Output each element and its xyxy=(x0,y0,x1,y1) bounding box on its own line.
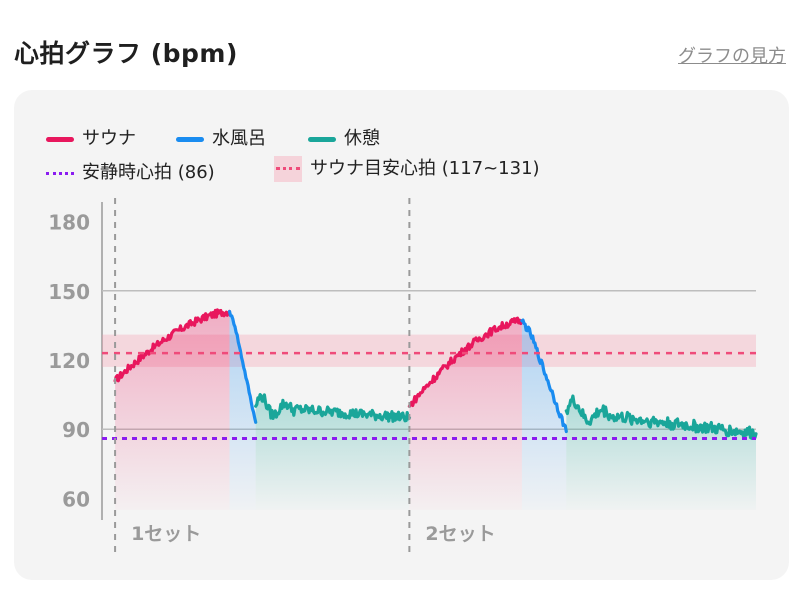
y-tick-label-60: 60 xyxy=(62,487,90,511)
legend-swatch-rest xyxy=(308,136,336,142)
legend-item-cold-bath: 水風呂 xyxy=(176,124,266,150)
legend-label-rest: 休憩 xyxy=(344,128,380,149)
legend-swatch-sauna xyxy=(46,136,74,142)
legend-label-cold-bath: 水風呂 xyxy=(212,128,266,149)
help-link[interactable]: グラフの見方 xyxy=(678,46,786,67)
chart-card: サウナ 水風呂 休憩 安静時心拍 (86) サウナ目安心拍 (117~131) … xyxy=(14,90,789,580)
series-area-0 xyxy=(115,309,230,510)
series-area-2 xyxy=(255,394,410,510)
legend-swatch-target-hr xyxy=(274,156,302,182)
y-tick-label-90: 90 xyxy=(62,418,90,442)
legend-swatch-resting-hr xyxy=(46,171,74,175)
series-line-3 xyxy=(407,316,524,408)
legend-swatch-cold-bath xyxy=(176,136,204,142)
legend-item-rest: 休憩 xyxy=(308,124,380,150)
legend-label-target-hr: サウナ目安心拍 (117~131) xyxy=(310,158,540,179)
legend-label-resting-hr: 安静時心拍 (86) xyxy=(82,162,215,183)
set-marker-label-2: 2セット xyxy=(425,523,495,545)
series-area-3 xyxy=(409,318,522,510)
series-line-5 xyxy=(564,394,758,440)
series-line-0 xyxy=(113,308,232,383)
y-tick-label-150: 150 xyxy=(48,280,90,304)
series-area-5 xyxy=(566,396,756,510)
series-line-1 xyxy=(227,309,258,424)
legend-label-sauna: サウナ xyxy=(82,128,136,149)
legend-item-resting-hr: 安静時心拍 (86) xyxy=(46,158,215,184)
y-tick-label-120: 120 xyxy=(48,349,90,373)
series-area-4 xyxy=(521,320,567,510)
legend-item-target-hr: サウナ目安心拍 (117~131) xyxy=(274,154,540,182)
series-area-1 xyxy=(229,311,256,510)
y-tick-label-180: 180 xyxy=(48,211,90,235)
page-title: 心拍グラフ (bpm) xyxy=(14,39,238,68)
legend-item-sauna: サウナ xyxy=(46,124,136,150)
series-line-2 xyxy=(254,393,411,423)
heart-rate-chart: 180 150 120 90 60 1セット 2セット xyxy=(48,198,758,552)
series-line-4 xyxy=(520,318,568,434)
set-marker-label-1: 1セット xyxy=(131,523,201,545)
